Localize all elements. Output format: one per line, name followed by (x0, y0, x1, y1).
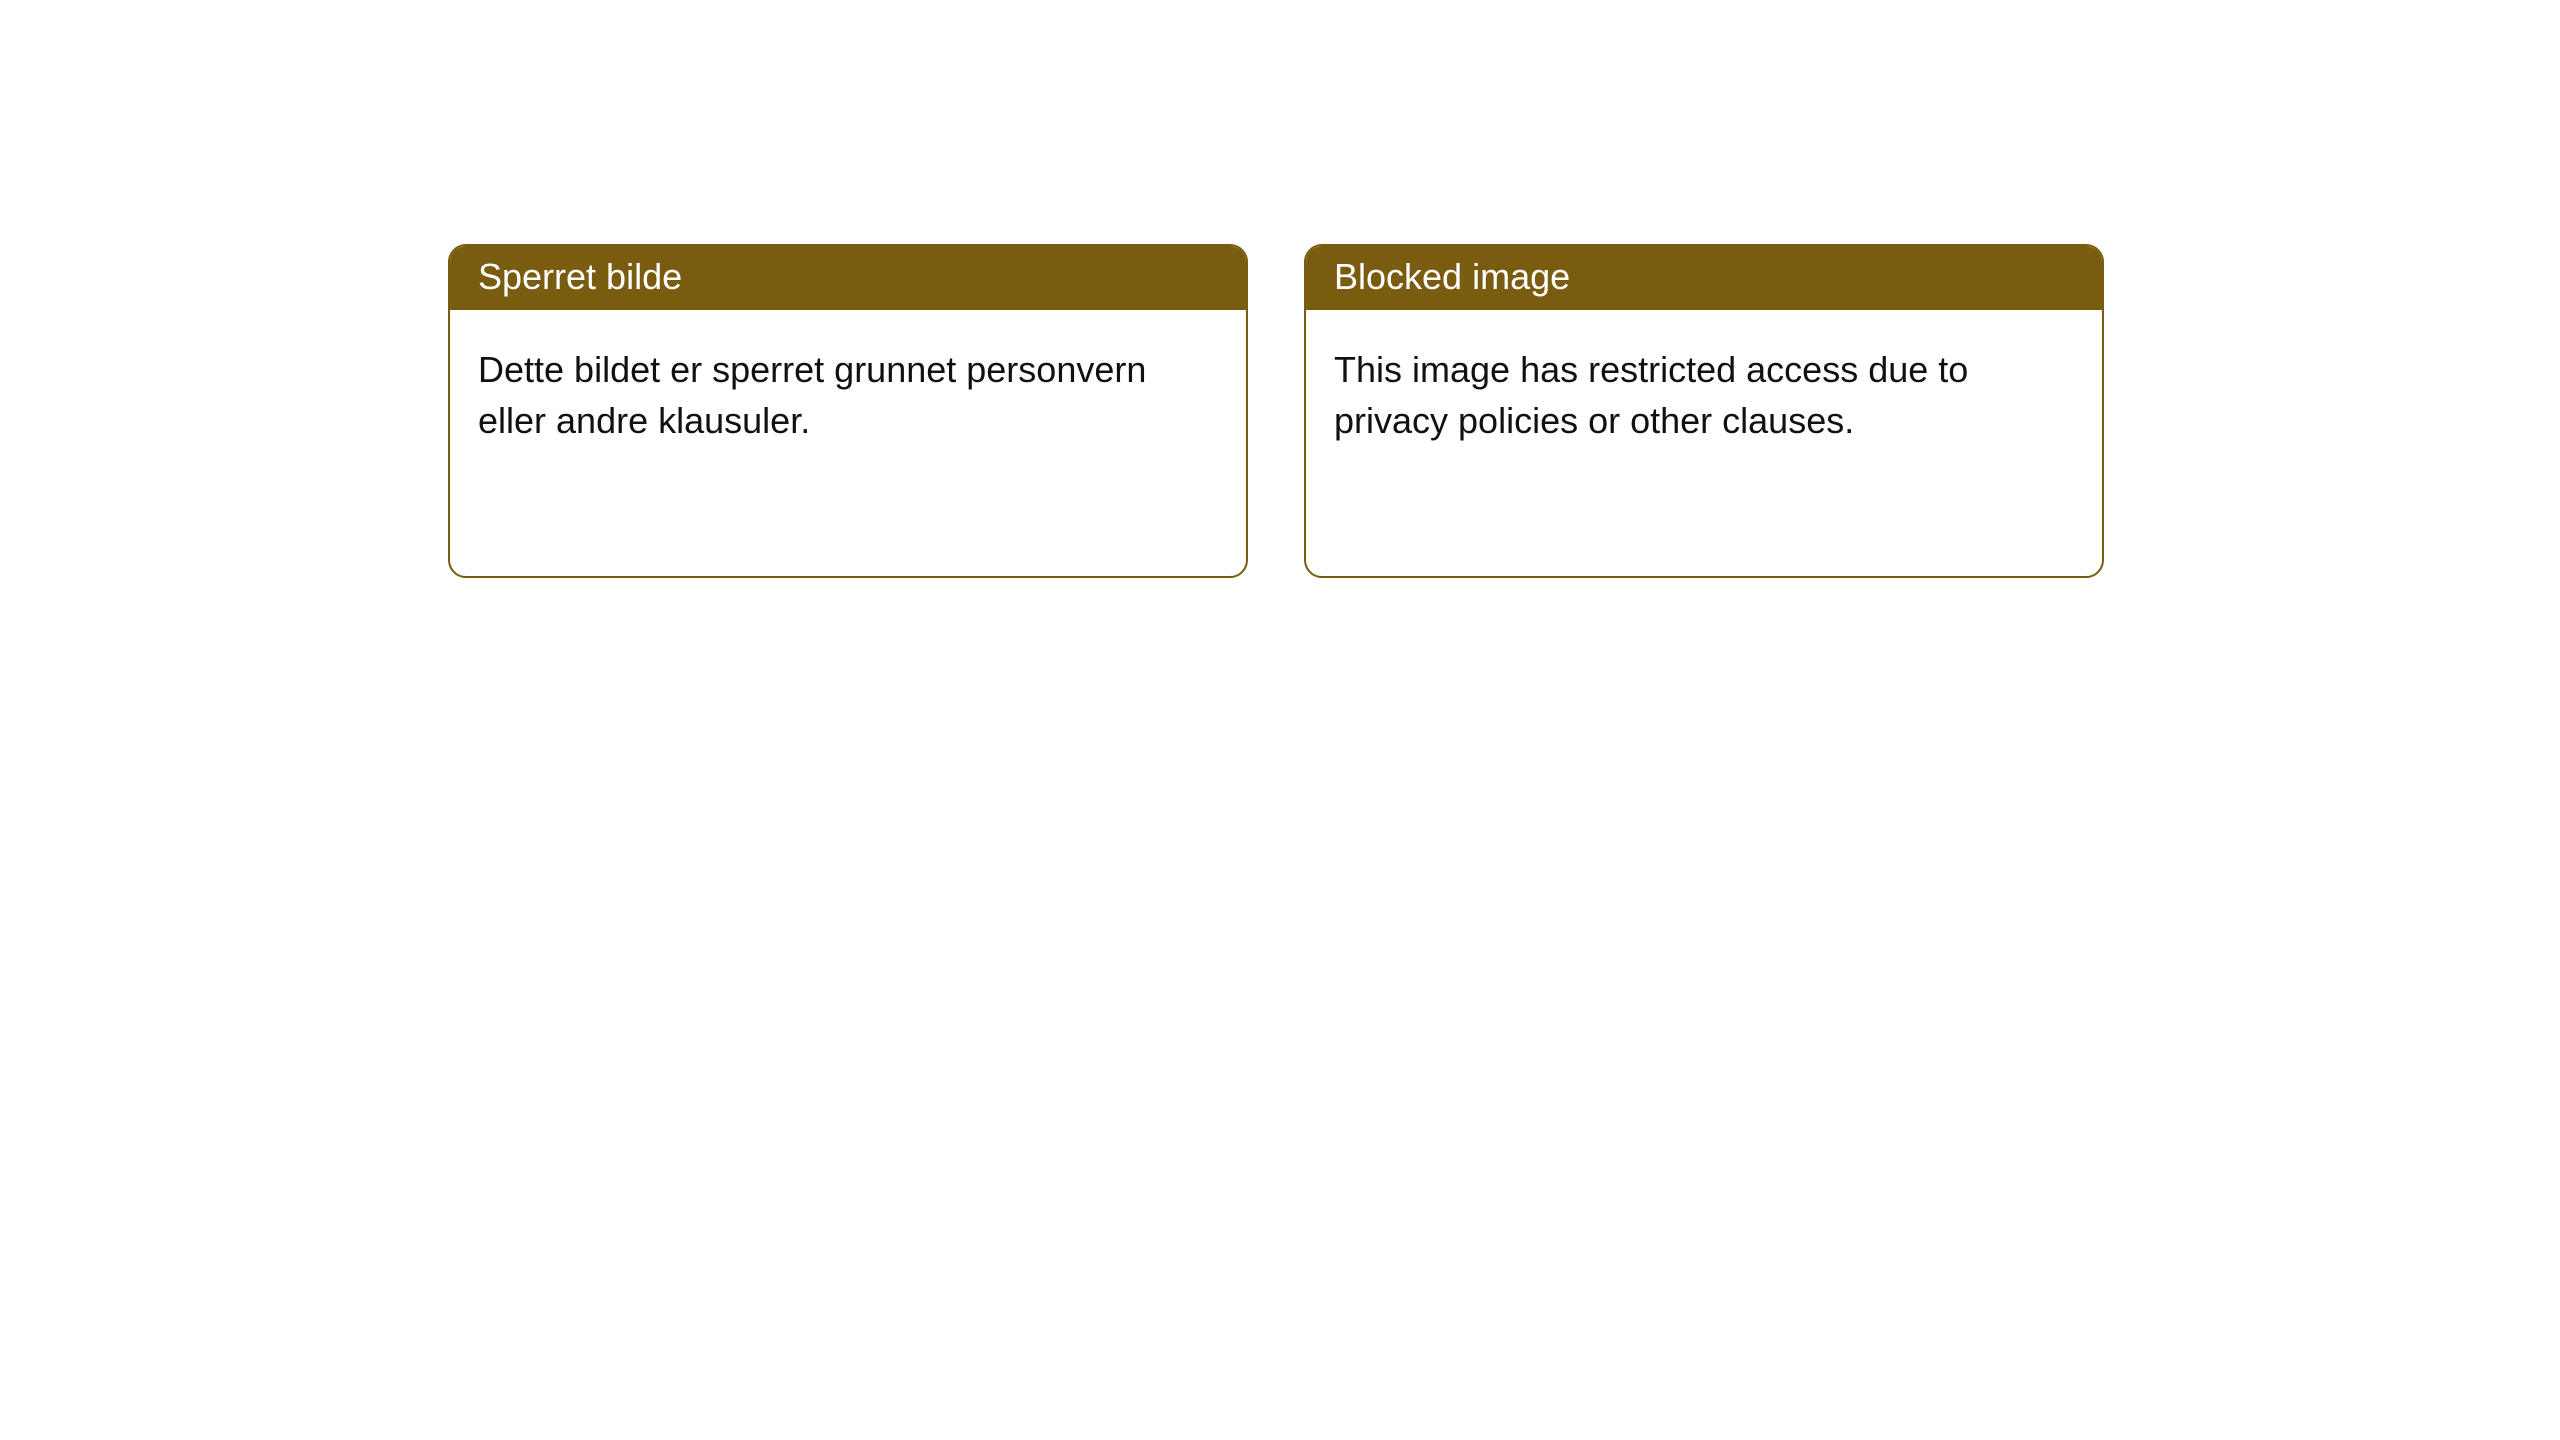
notice-body-no: Dette bildet er sperret grunnet personve… (450, 310, 1246, 474)
notice-body-en: This image has restricted access due to … (1306, 310, 2102, 474)
notice-card-no: Sperret bilde Dette bildet er sperret gr… (448, 244, 1248, 578)
notice-header-en: Blocked image (1306, 246, 2102, 310)
notice-card-en: Blocked image This image has restricted … (1304, 244, 2104, 578)
notice-container: Sperret bilde Dette bildet er sperret gr… (0, 0, 2560, 578)
notice-header-no: Sperret bilde (450, 246, 1246, 310)
